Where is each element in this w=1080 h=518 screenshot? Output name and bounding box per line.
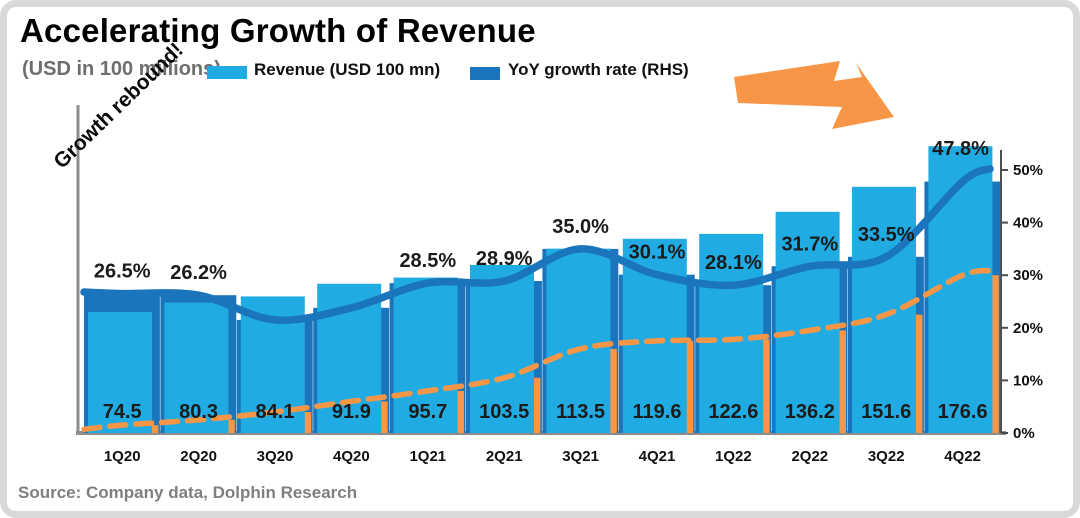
revenue-bar: [775, 211, 840, 433]
x-axis-label: 4Q22: [944, 448, 981, 465]
revenue-bar: [699, 233, 764, 433]
yoy-growth-line: [80, 165, 994, 324]
right-axis-tick-label: 0%: [1013, 425, 1035, 442]
growth-arrow-icon: [734, 61, 894, 129]
revenue-bar: [546, 248, 611, 433]
chart-subtitle: (USD in 100 millions): [22, 58, 221, 80]
revenue-value-label: 122.6: [708, 401, 758, 423]
chart-title: Accelerating Growth of Revenue: [20, 12, 536, 49]
x-axis-label: 1Q22: [715, 448, 752, 465]
revenue-value-label: 136.2: [785, 401, 835, 423]
revenue-bar: [164, 302, 229, 433]
revenue-value-label: 80.3: [179, 401, 218, 423]
legend-label-yoy: YoY growth rate (RHS): [508, 60, 689, 79]
revenue-value-label: 151.6: [861, 401, 911, 423]
yoy-growth-label: 33.5%: [858, 224, 915, 246]
yoy-growth-label: 28.9%: [476, 248, 533, 270]
revenue-value-label: 91.9: [332, 401, 371, 423]
revenue-bar: [393, 277, 458, 433]
right-axis-tick-label: 20%: [1013, 320, 1043, 337]
revenue-bar: [88, 312, 152, 433]
yoy-growth-label: 26.2%: [170, 262, 227, 284]
right-axis-tick-label: 10%: [1013, 372, 1043, 389]
legend-label-revenue: Revenue (USD 100 mn): [254, 60, 441, 79]
yoy-growth-label: 47.8%: [932, 138, 989, 160]
x-axis-label: 3Q20: [257, 448, 294, 465]
yoy-growth-label: 31.7%: [781, 233, 838, 255]
yoy-growth-label: 35.0%: [552, 216, 609, 238]
revenue-value-label: 84.1: [256, 401, 295, 423]
revenue-bar: [470, 264, 534, 433]
yoy-growth-label: 28.1%: [705, 252, 762, 274]
x-axis-label: 4Q21: [639, 448, 676, 465]
revenue-value-label: 113.5: [556, 401, 605, 423]
x-axis-label: 2Q20: [180, 448, 217, 465]
revenue-bar: [852, 186, 916, 433]
x-axis-label: 3Q21: [562, 448, 599, 465]
yoy-growth-label: 28.5%: [399, 250, 456, 272]
revenue-value-label: 176.6: [938, 401, 988, 423]
x-axis-label: 2Q22: [791, 448, 828, 465]
x-axis-label: 2Q21: [486, 448, 523, 465]
legend-swatch-yoy: [470, 67, 500, 80]
source-text: Source: Company data, Dolphin Research: [18, 483, 358, 502]
x-axis-label: 1Q21: [409, 448, 446, 465]
right-axis-tick-label: 50%: [1013, 162, 1043, 179]
yoy-growth-label: 30.1%: [629, 242, 686, 264]
revenue-value-label: 119.6: [633, 401, 682, 423]
x-axis-label: 1Q20: [104, 448, 141, 465]
legend-swatch-revenue: [207, 66, 247, 79]
right-axis-tick-label: 30%: [1013, 267, 1043, 284]
x-axis-label: 4Q20: [333, 448, 370, 465]
revenue-value-label: 74.5: [103, 401, 142, 423]
x-axis-label: 3Q22: [868, 448, 905, 465]
qoq-growth-dashed-line: [81, 267, 998, 433]
revenue-value-label: 103.5: [479, 401, 529, 423]
yoy-growth-label: 26.5%: [94, 261, 151, 283]
right-axis-tick-label: 40%: [1013, 215, 1043, 232]
revenue-value-label: 95.7: [408, 401, 447, 423]
